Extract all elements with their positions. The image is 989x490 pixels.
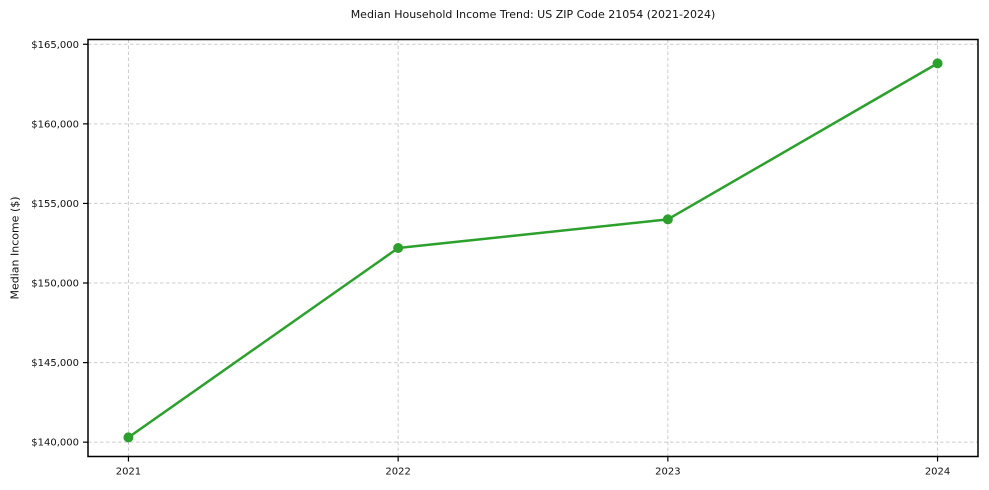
data-point-2023 [662,214,673,225]
data-point-2022 [393,243,404,253]
chart-title: Median Household Income Trend: US ZIP Co… [350,8,716,21]
y-tick-label: $160,000 [31,119,79,130]
y-tick-label: $150,000 [31,279,79,290]
y-tick-label: $155,000 [31,199,79,210]
y-tick-label: $165,000 [31,40,79,51]
x-tick-label: 2022 [385,467,410,478]
x-tick-label: 2024 [925,467,950,478]
data-point-2021 [123,432,134,443]
y-tick-label: $145,000 [31,358,79,369]
axes-spines [87,38,979,458]
series-line [127,62,939,439]
y-tick-label: $140,000 [31,438,79,449]
x-tick-label: 2023 [655,467,680,478]
x-tick-label: 2021 [116,467,141,478]
data-point-2024 [932,58,943,69]
